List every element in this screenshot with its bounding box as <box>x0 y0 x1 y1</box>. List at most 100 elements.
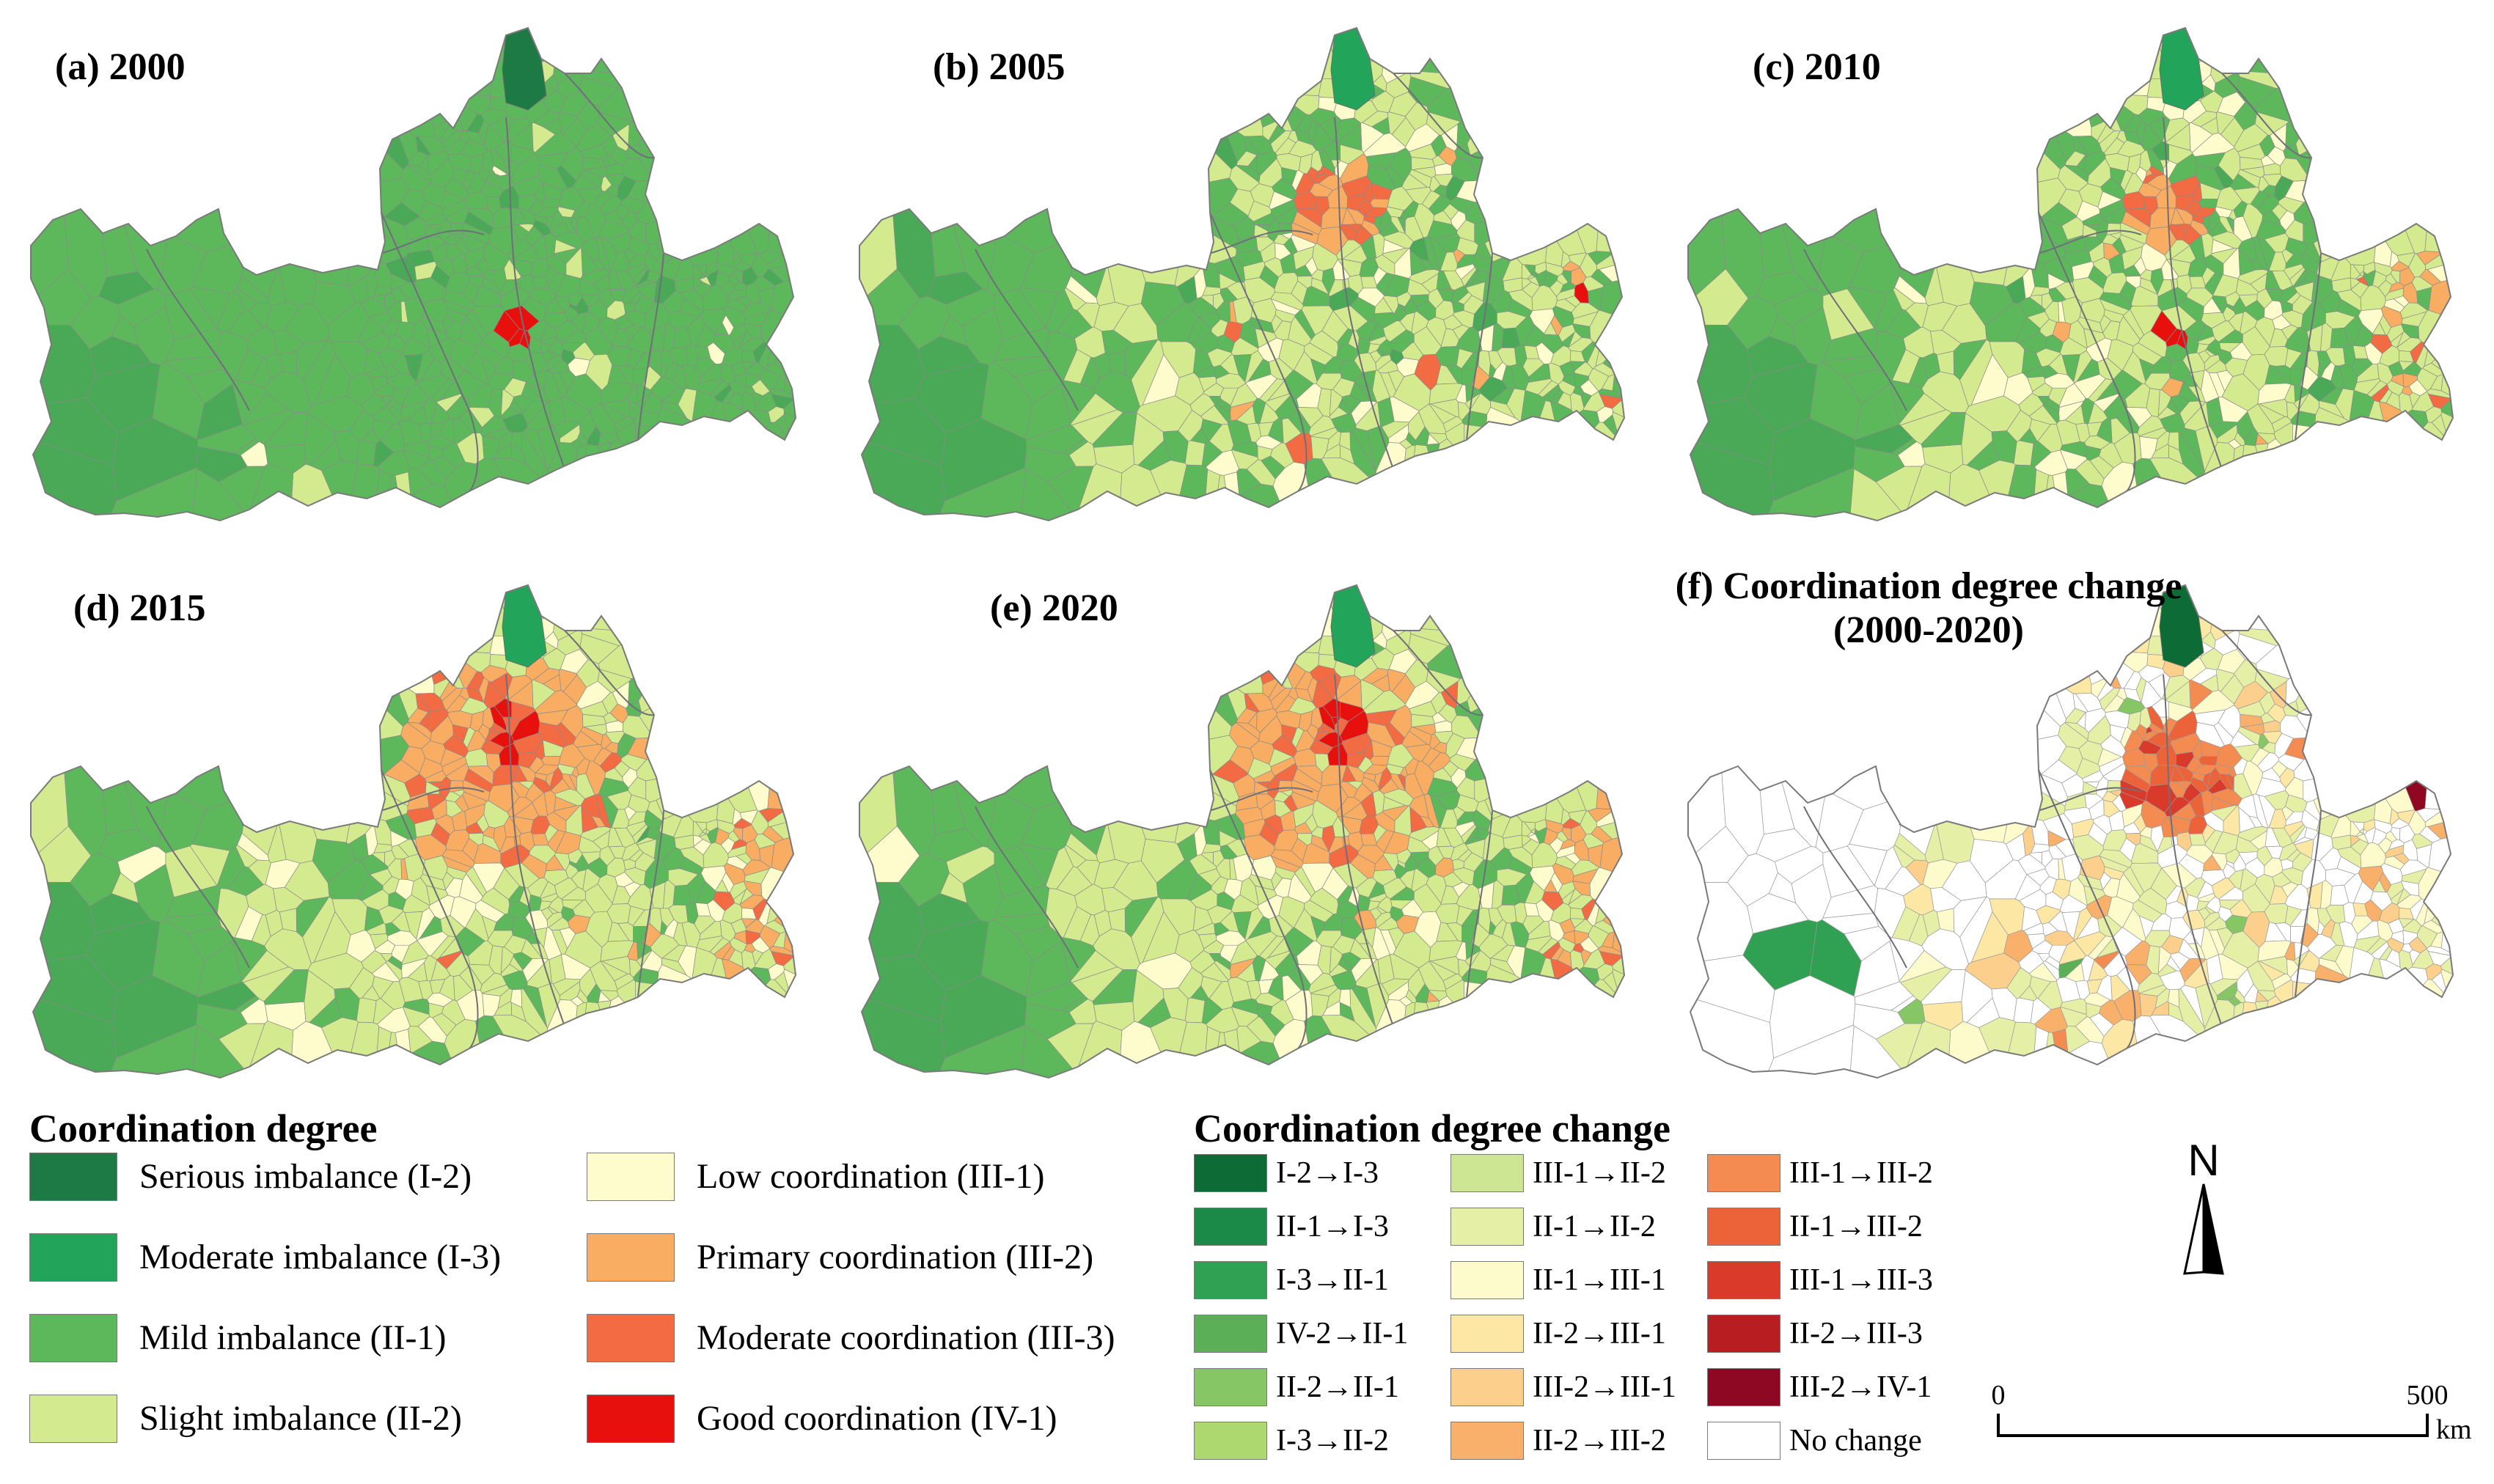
county-region <box>2200 74 2216 92</box>
county-region <box>1277 223 1293 235</box>
county-region <box>986 232 1035 296</box>
province-border <box>1393 630 1483 716</box>
county-region <box>606 903 631 924</box>
county-region <box>1398 996 1413 1007</box>
county-region <box>607 270 623 290</box>
county-region <box>725 100 780 254</box>
province-border <box>2295 252 2322 441</box>
county-region <box>744 386 756 396</box>
legend-swatch <box>587 1153 675 1201</box>
county-region <box>744 311 770 327</box>
county-region <box>1582 833 1604 849</box>
county-region <box>580 701 609 717</box>
county-region <box>1556 845 1575 859</box>
county-region <box>580 144 609 160</box>
county-region <box>2120 169 2133 191</box>
county-region <box>364 906 384 931</box>
county-region <box>2082 213 2104 226</box>
county-region <box>644 809 663 831</box>
county-region <box>2201 370 2219 403</box>
county-region <box>31 986 117 1078</box>
county-region <box>2343 902 2356 925</box>
county-region <box>859 429 945 521</box>
county-region <box>1756 829 1812 862</box>
county-region <box>1700 28 2011 253</box>
legend-label: Primary coordination (III-2) <box>697 1238 1094 1277</box>
county-region <box>1453 310 1475 328</box>
county-region <box>1307 166 1318 183</box>
county-region <box>1213 850 1225 867</box>
legend-label: II-2→III-3 <box>1789 1317 1923 1351</box>
legend-label: Slight imbalance (II-2) <box>139 1399 462 1438</box>
county-region <box>273 329 304 356</box>
county-region <box>2285 237 2308 255</box>
county-region <box>986 790 1035 853</box>
county-region <box>537 709 569 726</box>
legend-label: III-2→III-1 <box>1533 1370 1676 1404</box>
county-region <box>1404 743 1431 762</box>
county-region <box>1503 277 1523 293</box>
county-region <box>1966 997 2000 1028</box>
legend-swatch <box>1450 1154 1524 1192</box>
county-region <box>2157 837 2173 855</box>
county-region <box>1189 297 1217 318</box>
county-region <box>2112 370 2143 400</box>
county-region <box>468 207 494 228</box>
map-panel-b: (b) 2005 <box>829 0 1657 535</box>
county-region <box>1935 752 1975 864</box>
county-region <box>2411 276 2433 292</box>
county-region <box>1394 247 1412 279</box>
county-region <box>378 348 404 367</box>
county-region <box>2330 365 2345 389</box>
county-region <box>2044 398 2060 414</box>
county-region <box>727 830 740 842</box>
map-e <box>859 584 1626 1079</box>
county-region <box>2190 219 2209 236</box>
county-region <box>598 220 629 240</box>
county-region <box>639 70 796 188</box>
legend-swatch <box>1450 1368 1524 1406</box>
county-region <box>98 271 155 305</box>
county-region <box>574 585 796 633</box>
county-region <box>635 424 714 521</box>
county-region <box>2237 701 2266 717</box>
county-region <box>499 837 516 855</box>
county-region <box>570 996 584 1007</box>
county-region <box>2159 970 2185 991</box>
county-region <box>732 409 771 469</box>
county-region <box>2061 911 2080 940</box>
county-region <box>565 804 583 837</box>
county-region <box>760 309 796 345</box>
county-region <box>1291 169 1305 191</box>
county-region <box>360 297 389 318</box>
map-panel-f: (f) Coordination degree change (2000-202… <box>1657 557 2493 1092</box>
county-region <box>1688 28 1726 327</box>
map-f <box>1687 584 2454 1079</box>
county-region <box>1253 770 1275 783</box>
county-region <box>480 415 507 436</box>
scale-bar: 0 500 km <box>1980 1371 2493 1452</box>
map-c <box>1687 26 2454 522</box>
county-region <box>1508 298 1533 317</box>
county-region <box>767 32 796 253</box>
county-region <box>1502 922 1516 947</box>
county-region <box>2418 867 2453 902</box>
county-region <box>2233 296 2246 315</box>
county-region <box>635 279 656 288</box>
county-region <box>1369 335 1387 345</box>
county-region <box>2186 199 2202 216</box>
county-region <box>1409 701 1437 717</box>
county-region <box>1357 287 1384 307</box>
county-region <box>673 365 688 389</box>
county-region <box>2418 309 2453 345</box>
county-region <box>606 346 631 367</box>
county-region <box>644 252 663 274</box>
legend-label: I-3→II-2 <box>1276 1424 1389 1458</box>
legend-swatch <box>587 1314 675 1362</box>
county-region <box>529 756 545 774</box>
county-region <box>404 911 423 940</box>
county-region <box>1259 959 1280 981</box>
county-region <box>273 886 304 913</box>
county-region <box>2044 955 2060 971</box>
province-border <box>1803 806 1907 969</box>
